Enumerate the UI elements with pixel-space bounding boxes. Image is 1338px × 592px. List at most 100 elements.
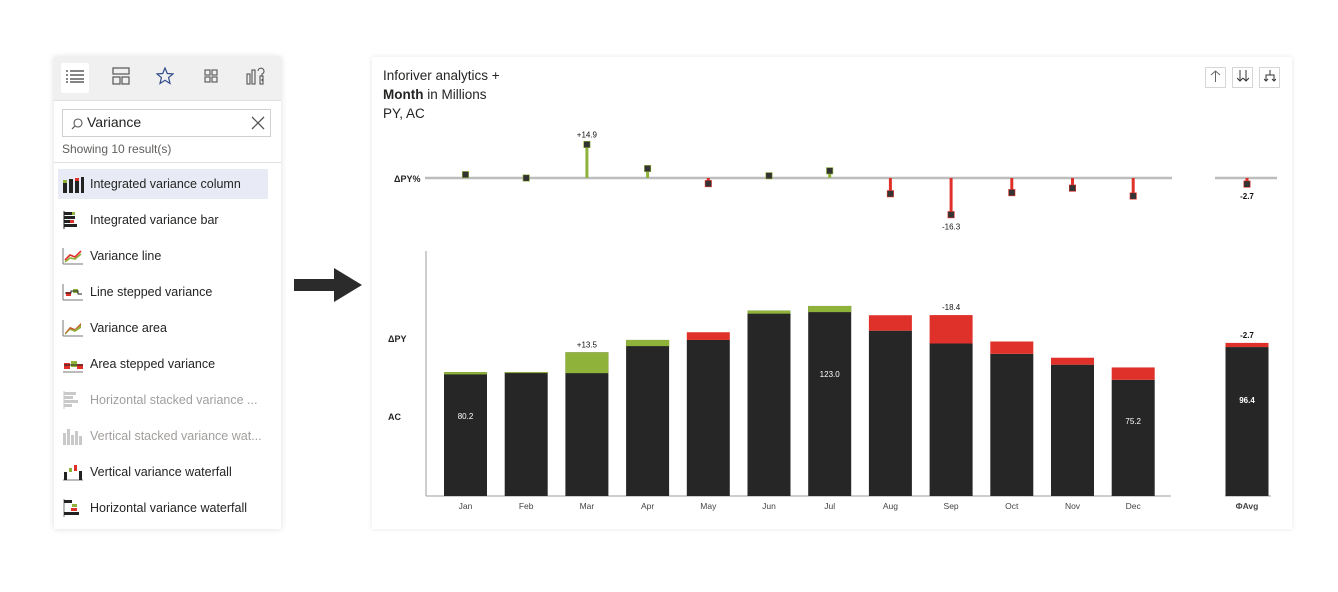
list-icon [66,69,84,88]
list-item[interactable]: Vertical variance waterfall [58,457,268,487]
x-tick-label: Apr [641,501,654,511]
delta-py-pct-marker [1008,189,1016,197]
list-item-label: Horizontal stacked variance ... [90,393,258,407]
delta-py-bar [1051,357,1094,365]
area-stepped-variance-icon [62,354,84,374]
vertical-variance-waterfall-icon [62,462,84,482]
list-item-label: Integrated variance bar [90,213,219,227]
delta-py-pct-marker [644,165,652,173]
right-arrow-icon [294,268,362,309]
ac-bar [565,352,609,496]
sort-hierarchy-icon [1263,69,1276,87]
variance-area-icon [62,318,84,338]
delta-py-bar [868,315,912,331]
variance-line-icon [62,246,84,266]
x-tick-label: May [700,501,717,511]
list-item-label: Variance line [90,249,162,263]
search-box [62,109,271,137]
delta-py-pct-marker [522,174,530,182]
row-label-pct: ΔPY% [394,174,420,184]
chart-help-button[interactable] [242,63,270,93]
sort-descending-button[interactable] [1232,67,1253,88]
sort-hierarchy-button[interactable] [1259,67,1280,88]
chart-help-icon [246,66,266,91]
favorites-button[interactable] [151,63,179,93]
grid-view-button[interactable] [197,63,225,93]
divider [54,162,281,163]
variance-chart: ΔPY% ΔPY AC 80.2 Jan Feb +13.5 Mar +14.9 Apr May Ju… [388,130,1277,511]
list-item[interactable]: Area stepped variance [58,349,268,379]
list-item-label: Integrated variance column [90,177,241,191]
x-tick-label: Jul [824,501,835,511]
sort-descending-icon [1236,69,1249,87]
list-item-label: Vertical variance waterfall [90,465,232,479]
delta-py-pct-marker [886,190,894,198]
grid-icon [204,68,218,88]
line-stepped-variance-icon [62,282,84,302]
sort-ascending-button[interactable] [1205,67,1226,88]
x-tick-label: Aug [883,501,898,511]
delta-py-bar [686,332,730,340]
list-item[interactable]: Vertical stacked variance wat... [58,421,268,451]
delta-py-bar [626,339,670,347]
list-item[interactable]: Variance area [58,313,268,343]
ac-bar [504,372,548,496]
list-item[interactable]: Horizontal stacked variance ... [58,385,268,415]
x-tick-label: Nov [1065,501,1081,511]
ac-bar [626,339,670,496]
chart-subtitle: Month in Millions [383,87,487,102]
ac-label: 80.2 [458,412,474,421]
delta-py-pct-marker [462,171,470,179]
delta-py-bar [1225,342,1269,348]
delta-py-bar [929,315,973,344]
chart-subtitle-bold: Month [383,87,424,102]
ac-bar [868,330,912,496]
ac-bar [444,372,487,496]
delta-py-bar [504,372,548,374]
delta-py-bar [1111,367,1155,380]
visual-picker-panel: Showing 10 result(s) Integrated variance… [54,57,281,529]
star-icon [155,65,175,90]
search-input[interactable] [87,113,237,131]
list-item-label: Line stepped variance [90,285,213,299]
ac-label: 75.2 [1125,417,1141,426]
list-item[interactable]: Integrated variance column [58,169,268,199]
horizontal-stacked-variance-icon [62,390,84,410]
sort-ascending-icon [1210,69,1221,87]
delta-py-pct-label: -2.7 [1240,192,1254,201]
x-tick-label: Jan [459,501,473,511]
integrated-variance-column-icon [62,174,84,194]
delta-py-pct-marker [1129,192,1137,200]
delta-py-pct-marker [765,172,773,180]
ac-label: 123.0 [820,370,841,379]
integrated-variance-bar-icon [62,210,84,230]
list-item[interactable]: Line stepped variance [58,277,268,307]
result-count: Showing 10 result(s) [62,142,172,156]
delta-py-pct-marker [704,180,712,188]
list-item[interactable]: Horizontal variance waterfall [58,493,268,523]
x-tick-label: Oct [1005,501,1019,511]
list-item-label: Variance area [90,321,167,335]
list-view-button[interactable] [61,63,89,93]
ac-bar [1225,347,1269,496]
x-tick-label: Mar [580,501,595,511]
x-tick-label: Dec [1126,501,1142,511]
layout-view-button[interactable] [107,63,135,93]
delta-py-pct-marker [583,140,591,148]
delta-py-pct-label: -16.3 [942,223,961,232]
delta-py-pct-marker [1068,184,1076,192]
delta-py-bar [444,372,487,375]
panel-toolbar [54,57,281,101]
chart-scenario: PY, AC [383,106,425,121]
close-icon[interactable] [251,116,265,135]
ac-bar [929,343,973,496]
delta-py-bar [747,310,791,314]
layout-icon [112,66,130,90]
chart-title: Inforiver analytics + [383,68,500,83]
ac-bar [686,339,730,496]
delta-py-bar [990,341,1034,354]
list-item[interactable]: Variance line [58,241,268,271]
row-label-ac: AC [388,412,401,422]
delta-py-label: -2.7 [1240,331,1254,340]
list-item[interactable]: Integrated variance bar [58,205,268,235]
